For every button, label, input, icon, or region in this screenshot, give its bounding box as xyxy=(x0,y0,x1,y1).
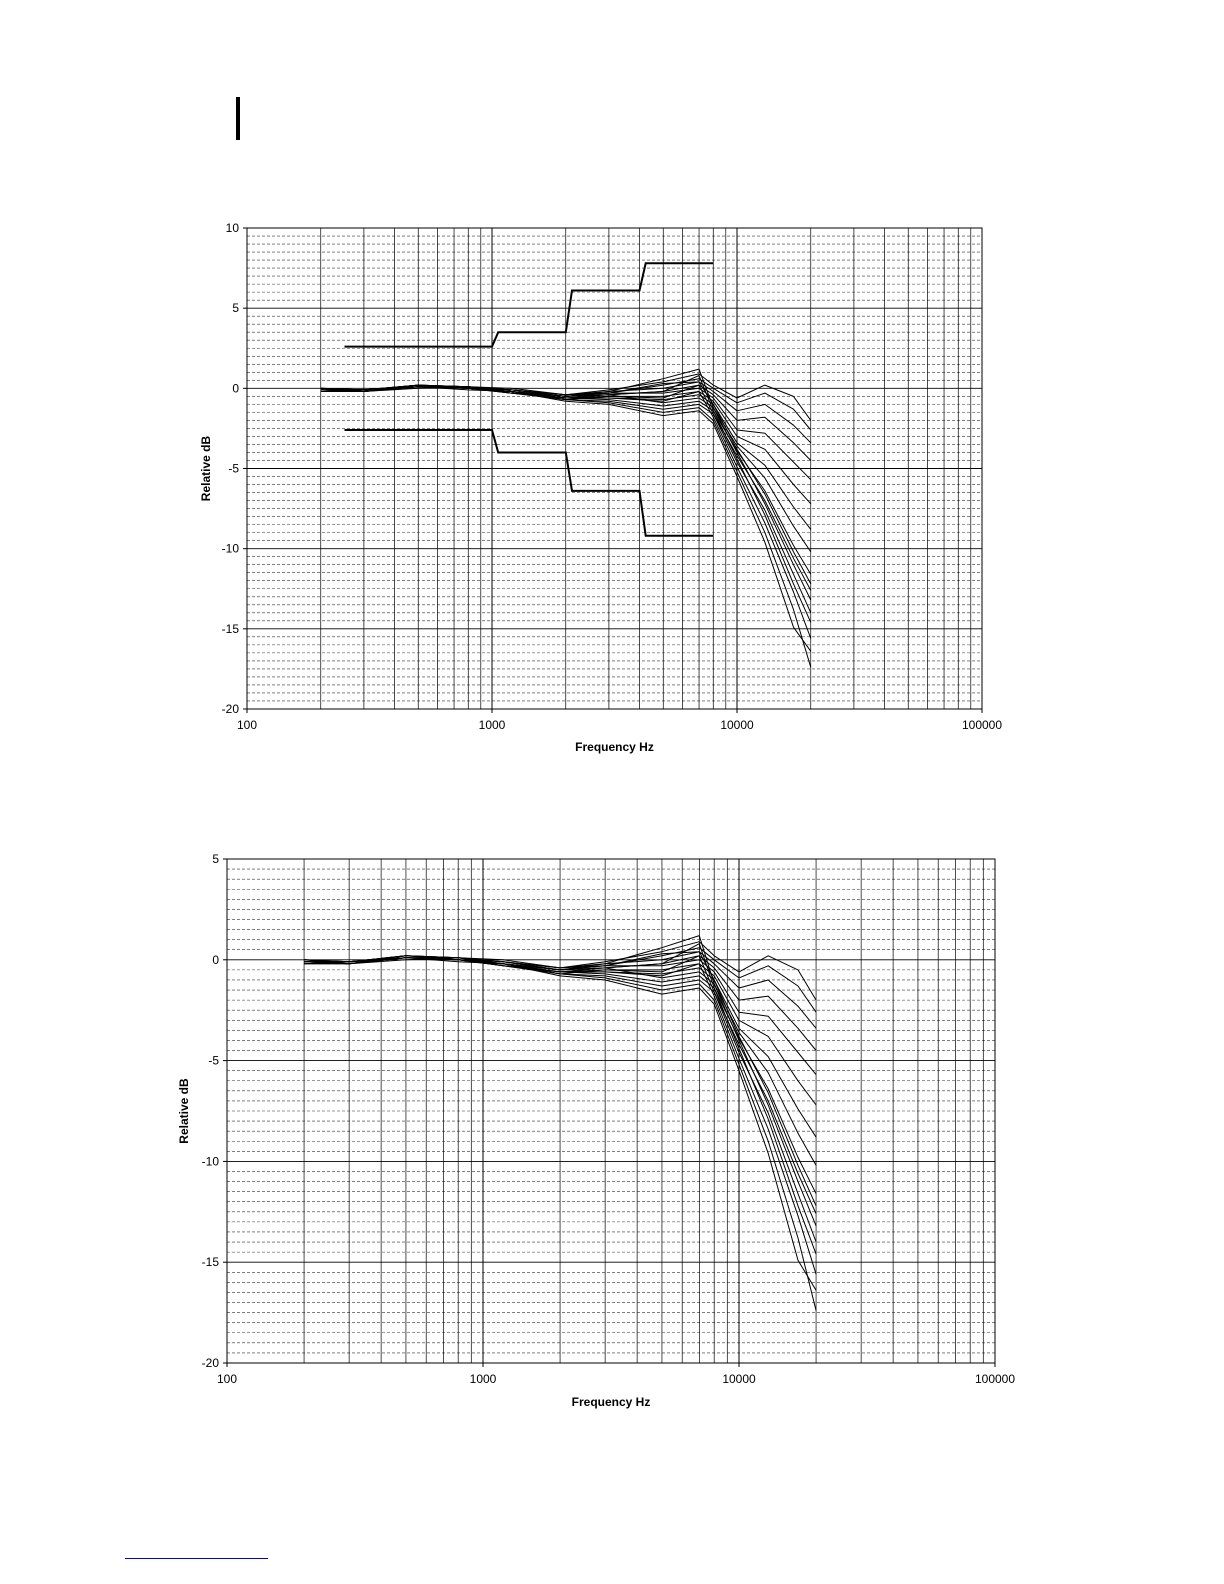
response-curve-17 xyxy=(304,957,817,1291)
chart-1-frequency-response-with-limits: 10 5 0 -5 -10 -15 -20 100 1000 10000 100000 Frequen… xyxy=(199,221,1002,754)
response-curve-17 xyxy=(320,386,812,652)
y-tick-label: -15 xyxy=(222,622,240,636)
x-tick-label: 10000 xyxy=(722,1372,756,1386)
x-axis-title: Frequency Hz xyxy=(575,740,654,754)
x-tick-label: 100 xyxy=(217,1372,237,1386)
x-tick-label: 1000 xyxy=(479,718,506,732)
footnote-separator xyxy=(125,1558,268,1559)
lower-tolerance-limit xyxy=(344,429,714,537)
upper-tolerance-limit xyxy=(344,262,714,348)
y-tick-label: -20 xyxy=(222,702,240,716)
y-tick-label: 0 xyxy=(212,953,219,967)
y-tick-label: -20 xyxy=(202,1356,220,1370)
y-tick-label: 5 xyxy=(212,852,219,866)
x-tick-label: 10000 xyxy=(720,718,754,732)
margin-change-bar xyxy=(236,97,240,140)
y-axis-title: Relative dB xyxy=(177,1078,191,1144)
chart-2-frequency-response: 5 0 -5 -10 -15 -20 100 1000 10000 100000 Frequency… xyxy=(177,852,1015,1409)
y-tick-label: -15 xyxy=(202,1255,220,1269)
response-curve-8 xyxy=(320,386,812,553)
y-tick-label: -5 xyxy=(208,1054,219,1068)
y-tick-label: -10 xyxy=(202,1154,220,1168)
x-tick-label: 100000 xyxy=(975,1372,1015,1386)
y-tick-label: -5 xyxy=(228,462,239,476)
y-tick-label: 10 xyxy=(226,221,240,235)
x-tick-label: 1000 xyxy=(470,1372,497,1386)
y-tick-label: 0 xyxy=(232,381,239,395)
x-tick-label: 100000 xyxy=(962,718,1002,732)
x-tick-label: 100 xyxy=(237,718,257,732)
y-tick-label: 5 xyxy=(232,301,239,315)
response-curve-8 xyxy=(304,957,817,1166)
response-curve-16 xyxy=(320,381,812,585)
x-axis-title: Frequency Hz xyxy=(572,1395,651,1409)
y-axis-title: Relative dB xyxy=(199,435,213,501)
plot-frame xyxy=(226,858,996,1364)
y-tick-label: -10 xyxy=(222,542,240,556)
response-curve-16 xyxy=(304,951,817,1207)
